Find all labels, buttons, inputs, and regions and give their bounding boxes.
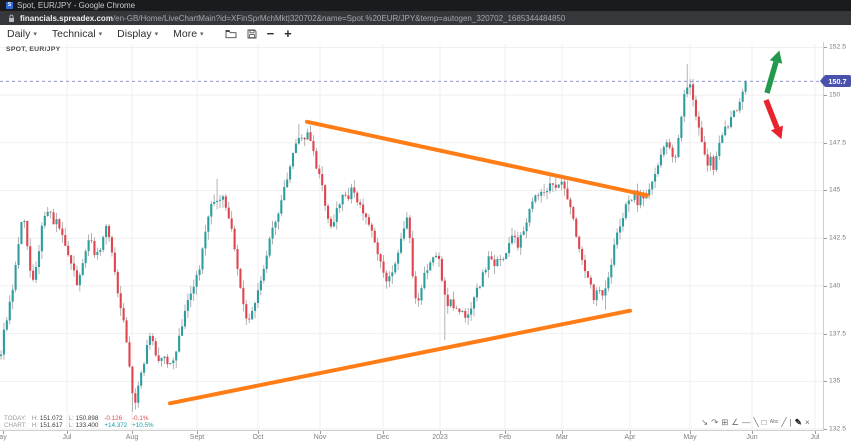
- price-tick: [824, 333, 827, 335]
- spreadex-favicon: S: [6, 2, 13, 9]
- url-bar[interactable]: financials.spreadex.com/en-GB/Home/LiveC…: [0, 11, 851, 26]
- window-titlebar: S Spot, EUR/JPY - Google Chrome: [0, 0, 851, 11]
- price-tick: [824, 47, 827, 49]
- price-tick-label: 135: [829, 377, 841, 385]
- time-tick-label: Apr: [624, 434, 636, 441]
- save-icon[interactable]: [247, 29, 257, 39]
- time-tick-label: Jul: [810, 434, 820, 441]
- today-high: 151.072: [39, 415, 63, 422]
- address-url[interactable]: financials.spreadex.com/en-GB/Home/LiveC…: [20, 14, 565, 23]
- diagonal-line-icon[interactable]: ╱: [781, 416, 787, 427]
- time-tick-label: Jun: [746, 434, 758, 441]
- drawing-toolbar: ↘ ↷ ⊞ ∠ — ╲ □ Abc ╱ | ✎ ×: [701, 415, 810, 429]
- price-tick-label: 150: [829, 91, 841, 99]
- candlestick-chart[interactable]: [0, 42, 823, 431]
- window-title: Spot, EUR/JPY - Google Chrome: [17, 1, 136, 10]
- price-tick-label: 145: [829, 186, 841, 194]
- lock-icon: [9, 14, 14, 22]
- time-tick: [383, 431, 384, 434]
- price-tick-label: 142.5: [829, 234, 847, 242]
- time-tick-label: Nov: [313, 434, 327, 441]
- time-tick: [67, 431, 68, 434]
- time-tick-label: Feb: [498, 434, 512, 441]
- chevron-down-icon: ▾: [98, 30, 103, 38]
- last-price-badge: 150.7: [820, 75, 851, 88]
- time-tick: [3, 431, 4, 434]
- chevron-down-icon: ▾: [154, 30, 159, 38]
- chart-row: CHART: H: 151.617 L: 133.400 +14.372 +10…: [4, 421, 158, 430]
- price-tick: [824, 190, 827, 192]
- time-tick-label: Oct: [252, 434, 264, 441]
- time-tick: [197, 431, 198, 434]
- chevron-down-icon: ▾: [200, 30, 204, 38]
- time-tick: [258, 431, 259, 434]
- time-tick-label: May: [683, 434, 697, 441]
- chevron-down-icon: ▾: [33, 30, 37, 38]
- time-tick: [440, 431, 441, 434]
- time-tick: [132, 431, 133, 434]
- symbol-label: SPOT, EUR/JPY: [6, 46, 61, 53]
- menu-more[interactable]: More ▾: [173, 27, 204, 40]
- zoom-in-button[interactable]: +: [284, 25, 292, 41]
- zoom-out-button[interactable]: −: [266, 25, 275, 41]
- price-tick-label: 147.5: [829, 139, 847, 147]
- price-tick-label: 137.5: [829, 330, 847, 338]
- time-tick: [630, 431, 631, 434]
- today-change: -0.126: [104, 415, 123, 422]
- time-tick: [815, 431, 816, 434]
- menu-technical[interactable]: Technical ▾: [51, 27, 103, 40]
- price-tick-label: 132.5: [829, 425, 847, 433]
- url-domain: financials.spreadex.com: [20, 13, 113, 23]
- angle-icon[interactable]: ∠: [731, 416, 739, 427]
- price-axis[interactable]: 152.5 150 147.5 145 142.5 140 137.5 135 132.5 150…: [820, 42, 851, 433]
- time-tick-label: 2023: [432, 434, 448, 441]
- delete-icon[interactable]: ×: [804, 416, 810, 427]
- today-low: 150.898: [75, 415, 99, 422]
- pencil-icon[interactable]: ✎: [794, 416, 802, 427]
- price-status: TODAY: H: 151.072 L: 150.898 -0.126 -0.1…: [4, 415, 158, 430]
- menu-daily[interactable]: Daily ▾: [7, 27, 37, 40]
- time-tick-label: Sept: [189, 434, 205, 441]
- time-tick: [752, 431, 753, 434]
- price-tick: [824, 285, 827, 287]
- chart-high: 151.617: [39, 421, 63, 429]
- chart-change: +14.372: [104, 421, 128, 429]
- price-tick-label: 152.5: [829, 43, 847, 51]
- time-tick: [505, 431, 506, 434]
- time-tick-label: Aug: [125, 434, 139, 441]
- chart-toolbar: Daily ▾ Technical ▾ Display ▾ More ▾ − +: [0, 25, 851, 43]
- today-row: TODAY: H: 151.072 L: 150.898 -0.126 -0.1…: [4, 415, 158, 423]
- price-tick: [824, 381, 827, 383]
- time-tick-label: Mar: [555, 434, 569, 441]
- open-folder-icon[interactable]: [225, 29, 237, 39]
- price-tick: [824, 429, 827, 431]
- menu-display[interactable]: Display ▾: [117, 27, 159, 40]
- cursor-icon[interactable]: ↘: [701, 416, 709, 427]
- text-icon[interactable]: Abc: [769, 418, 779, 425]
- price-tick: [824, 238, 827, 240]
- time-tick-label: ay: [0, 434, 7, 441]
- curved-arrow-icon[interactable]: ↷: [711, 416, 719, 427]
- trendline-icon[interactable]: ╲: [753, 416, 759, 427]
- horizontal-line-icon[interactable]: —: [742, 416, 751, 427]
- chart-area: SPOT, EUR/JPY 152.5 150 147.5 145 142.5 140 13…: [0, 42, 851, 446]
- price-tick-label: 140: [829, 282, 841, 290]
- chart-low: 133.400: [75, 421, 99, 429]
- url-path: /en-GB/Home/LiveChartMain?id=XFinSprMchM…: [112, 13, 566, 23]
- price-tick: [824, 142, 827, 144]
- time-tick: [690, 431, 691, 434]
- time-tick: [562, 431, 563, 434]
- today-change-pct: -0.1%: [132, 415, 149, 422]
- time-tick-label: Dec: [376, 434, 390, 441]
- time-axis[interactable]: ay Jul Aug Sept Oct Nov Dec 2023 Feb Mar Apr May Jun…: [0, 430, 824, 447]
- grid-icon[interactable]: ⊞: [721, 416, 729, 427]
- chart-change-pct: +10.5%: [132, 421, 154, 429]
- time-tick-label: Jul: [62, 434, 72, 441]
- price-tick: [824, 95, 827, 97]
- rectangle-icon[interactable]: □: [761, 416, 767, 427]
- vertical-line-icon[interactable]: |: [789, 416, 792, 427]
- time-tick: [320, 431, 321, 434]
